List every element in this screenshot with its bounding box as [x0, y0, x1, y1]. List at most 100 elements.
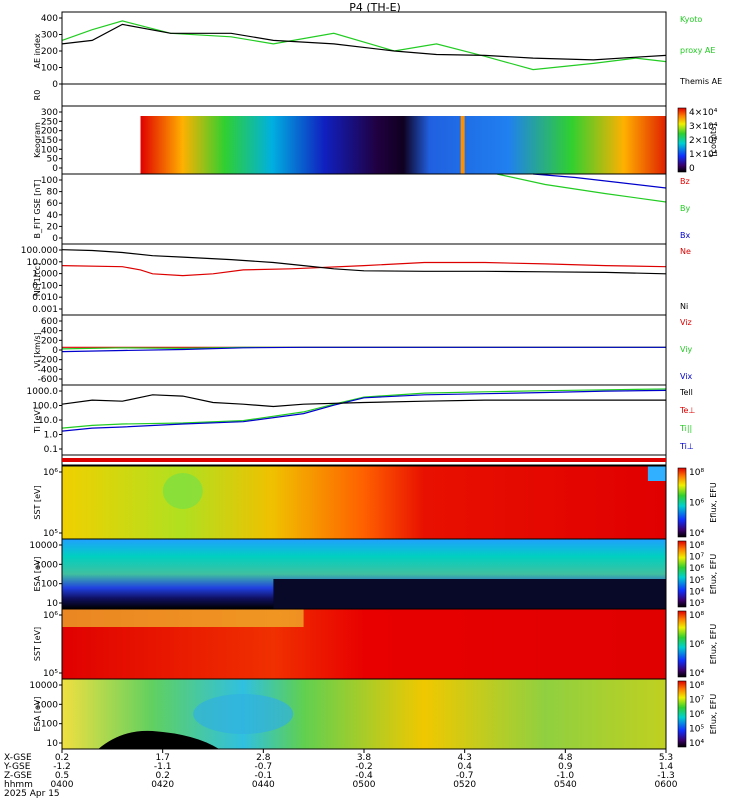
xtick-label: 0500 [353, 780, 376, 790]
ytick-label: -600 [38, 375, 59, 385]
colorbar-tick: 10⁶ [689, 640, 704, 650]
panel-bg [62, 12, 666, 90]
panel-8: 10⁶ 10⁵ SST [eV] 10⁸ 10⁶ 10⁴ Eflux, EFU [33, 465, 718, 540]
ytick-label: 250 [41, 117, 58, 127]
xtick-label: 0.2 [156, 771, 170, 781]
footer-row-label: X-GSE [4, 753, 32, 763]
colorbar: 10⁸ 10⁶ 10⁴ Eflux, EFU [677, 610, 718, 679]
colorbar-tick: 10⁶ [689, 564, 704, 574]
sst-ion-edge [647, 466, 666, 481]
legend-entry: Te⊥ [679, 406, 695, 415]
legend-entry: Ti|| [679, 424, 692, 433]
series-line-0 [61, 261, 667, 277]
colorbar-tick: 10⁷ [689, 553, 704, 563]
legend-entry: Bz [680, 177, 690, 186]
colorbar: 4×10⁴ 3×10⁴ 2×10⁴ 1×10⁴ 0 [counts] [677, 107, 718, 174]
ytick-label: 40 [47, 211, 59, 221]
ytick-label: 600 [41, 317, 58, 327]
colorbar-tick: 10⁴ [689, 739, 704, 749]
ytick-label: 20 [47, 222, 59, 232]
colorbar-tick: 10⁵ [689, 725, 704, 735]
sst-ion-image [62, 466, 666, 539]
ylabel: Keogram [33, 122, 42, 158]
colorbar-tick: 10⁴ [689, 587, 704, 597]
footer-row-label: Y-GSE [3, 762, 31, 772]
ytick-label: -200 [38, 356, 59, 366]
panel-bg [62, 174, 666, 244]
ytick-label: 10 [47, 739, 59, 749]
ytick-label: 0.001 [32, 305, 58, 315]
panel-4: 100.000 10.000 1.0000.100 0.010 0.001 Ni [1/c… [21, 243, 691, 316]
ytick-label: 0 [52, 164, 58, 174]
xtick-label: -1.2 [53, 762, 71, 772]
panel-11: 10000 1000 100 10 ESA [eV] 10⁸ 10⁷ 10⁶ 10⁵ 10⁴ Efl… [29, 678, 718, 750]
ytick-label: 0 [52, 234, 58, 244]
ylabel: B_FIT GSE [nT] [33, 180, 42, 239]
ylabel: Vi [km/s] [33, 332, 42, 368]
legend-entry: Ni [680, 302, 688, 311]
xtick-label: -0.4 [355, 771, 373, 781]
colorbar-scale [677, 610, 687, 678]
colorbar-scale [677, 107, 687, 173]
ytick-label: 10 [47, 599, 59, 609]
xtick-label: 0540 [554, 780, 577, 790]
ylabel: R0 [33, 90, 42, 101]
ytick-label: 150 [41, 136, 58, 146]
series-line-1 [61, 389, 667, 432]
xtick-label: -1.0 [557, 771, 575, 781]
series-line-1 [61, 23, 667, 61]
xtick-label: 0440 [252, 780, 275, 790]
legend-entry: Viy [680, 345, 693, 354]
ytick-label: 100.0 [32, 402, 58, 412]
xtick-label: 0.4 [458, 762, 473, 772]
ytick-label: 100 [41, 145, 58, 155]
ytick-label: 50 [47, 155, 59, 165]
sst-ion-blob [162, 473, 203, 509]
xtick-label: 0520 [453, 780, 476, 790]
panel-1: R0 [33, 83, 667, 107]
colorbar-label: Eflux, EFU [709, 554, 718, 595]
series-line-1 [533, 173, 667, 189]
xtick-label: 1.7 [156, 753, 170, 763]
colorbar-label: Eflux, EFU [709, 694, 718, 735]
xtick-label: -1.1 [154, 762, 172, 772]
ytick-label: 0.1 [44, 445, 58, 455]
colorbar-label: Eflux, EFU [709, 482, 718, 523]
ytick-label: 400 [41, 327, 58, 337]
xtick-label: -1.3 [657, 771, 675, 781]
panel-0: 400 300 200 100 0 AE index Kyoto proxy AE Themis… [33, 11, 722, 91]
ytick-label: 0 [52, 80, 58, 90]
colorbar-tick: 3×10⁴ [689, 122, 718, 132]
ytick-label: 1.000 [32, 270, 58, 280]
legend-entry: By [680, 204, 690, 213]
ylabel: Ni [1/cc] [33, 263, 42, 297]
ytick-label: 10000 [29, 681, 58, 691]
ytick-label: 80 [47, 188, 59, 198]
ytick-label: 1000.0 [27, 387, 59, 397]
ytick-label: 1.0 [44, 431, 59, 441]
ytick-label: 10.0 [38, 416, 58, 426]
colorbar-tick: 10⁸ [689, 611, 704, 621]
footer-row-label: hhmm [4, 780, 33, 790]
colorbar-label: Eflux, EFU [709, 624, 718, 665]
ytick-label: -400 [38, 365, 59, 375]
ytick-label: 10000 [29, 541, 58, 551]
legend-entry: Themis AE [679, 77, 722, 86]
colorbar-tick: 4×10⁴ [689, 108, 718, 118]
xtick-label: 4.8 [558, 753, 573, 763]
colorbar-tick: 10⁶ [689, 499, 704, 509]
colorbar-tick: 10⁶ [689, 710, 704, 720]
ylabel: Ti [eV] [33, 407, 42, 434]
colorbar-scale [677, 540, 687, 608]
red-bar [62, 458, 666, 462]
footer-row-label: 2025 Apr 15 [4, 789, 60, 799]
xtick-label: 5.3 [659, 753, 673, 763]
ytick-label: 0 [52, 346, 58, 356]
series-line-0 [61, 20, 667, 71]
series-line-0 [496, 173, 667, 203]
ytick-label: 10⁶ [43, 468, 58, 478]
panel-bg [62, 244, 666, 315]
ytick-label: 1000 [35, 560, 58, 570]
ytick-label: 0.010 [32, 293, 58, 303]
series-line-1 [61, 249, 667, 275]
